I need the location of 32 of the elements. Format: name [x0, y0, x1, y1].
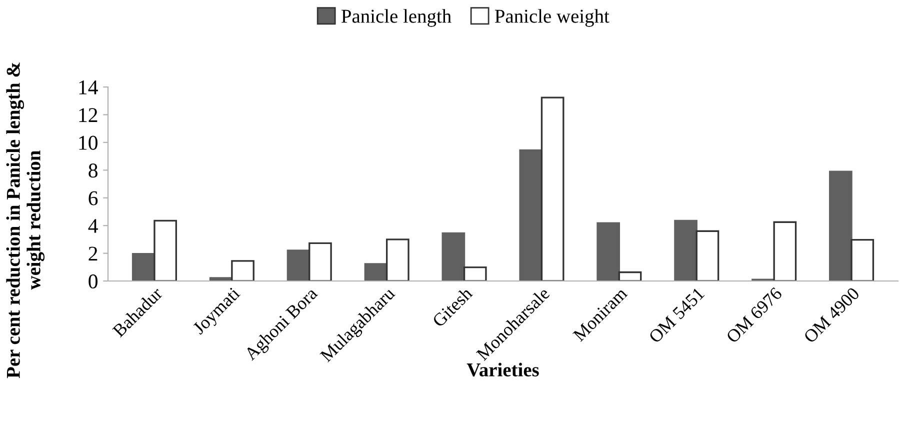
y-tick-label: 4 [88, 219, 98, 233]
bar [231, 260, 254, 281]
legend-label: Panicle length [341, 9, 452, 27]
bar [308, 242, 332, 281]
x-tick-label: OM 4900 [803, 286, 860, 344]
x-axis-title: Varieties [466, 362, 539, 377]
bar [850, 239, 874, 281]
y-tick-label: 6 [88, 191, 98, 206]
x-tick-label: OM 6976 [726, 286, 783, 344]
y-tick-label: 8 [88, 164, 98, 178]
y-tick-label: 0 [88, 274, 98, 288]
bar [286, 250, 310, 281]
bar [596, 222, 620, 281]
bar [386, 238, 410, 281]
bar [773, 221, 797, 281]
y-tick-label: 10 [79, 136, 98, 150]
y-tick-label: 12 [79, 108, 98, 122]
bar [132, 253, 156, 281]
bar [540, 96, 564, 281]
y-axis-title: Per cent reduction in Panicle length & weight reduction [6, 62, 45, 378]
bar [674, 220, 698, 281]
y-tick-label: 2 [88, 246, 98, 261]
bar [519, 149, 543, 281]
bar [442, 232, 466, 281]
bar [618, 271, 642, 281]
bar [364, 263, 388, 281]
y-tick-label: 14 [79, 80, 98, 94]
bar [154, 220, 177, 281]
bar [696, 230, 720, 281]
bar [829, 170, 852, 281]
bar [463, 266, 487, 281]
legend-label: Panicle weight [494, 9, 610, 27]
